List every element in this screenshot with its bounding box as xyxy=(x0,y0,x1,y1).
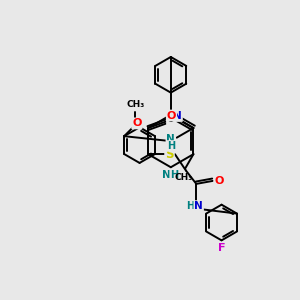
Text: N: N xyxy=(167,134,175,144)
Text: C: C xyxy=(167,114,175,124)
Text: S: S xyxy=(165,148,174,161)
Text: N: N xyxy=(173,111,182,121)
Text: O: O xyxy=(214,176,224,186)
Text: N: N xyxy=(162,170,171,180)
Text: F: F xyxy=(218,243,225,253)
Text: O: O xyxy=(132,118,142,128)
Text: H: H xyxy=(170,170,178,180)
Text: N: N xyxy=(194,201,203,211)
Text: O: O xyxy=(167,110,176,121)
Text: CH₃: CH₃ xyxy=(126,100,145,109)
Text: H: H xyxy=(186,201,194,211)
Text: CH₃: CH₃ xyxy=(175,173,193,182)
Text: H: H xyxy=(167,141,175,151)
